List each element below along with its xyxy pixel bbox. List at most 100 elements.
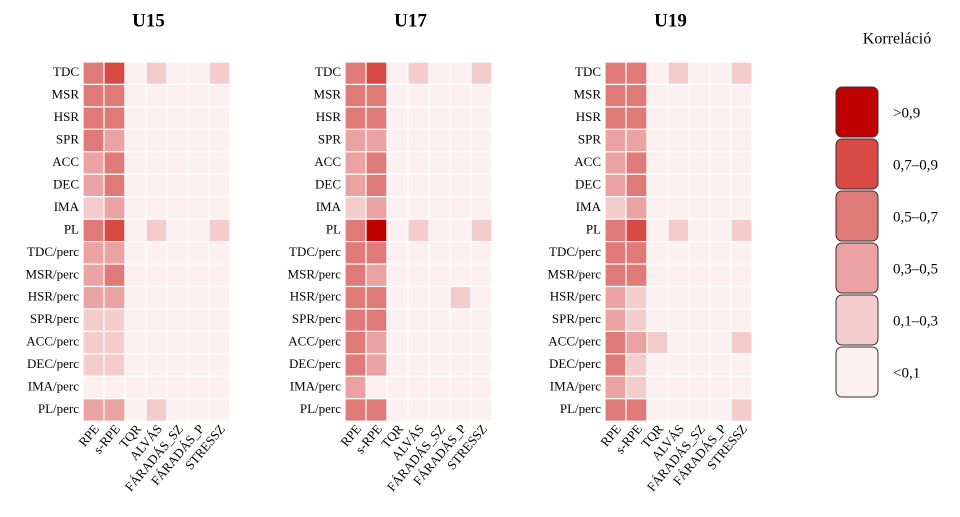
cell [449, 128, 472, 153]
cell [688, 353, 711, 377]
cell [208, 285, 231, 310]
cell [103, 330, 126, 355]
cell [688, 308, 711, 333]
cell [625, 308, 648, 333]
cell [187, 218, 210, 243]
cell [730, 173, 753, 198]
cell [103, 196, 126, 220]
cell [187, 83, 210, 108]
cell [449, 218, 472, 243]
row-label: TDC [53, 64, 79, 79]
cell [386, 218, 409, 243]
row-label: DEC/perc [27, 356, 79, 371]
cell [407, 375, 430, 400]
cell [124, 151, 147, 175]
cell [730, 196, 753, 220]
cell [344, 128, 367, 153]
cell [428, 173, 451, 198]
cell [625, 173, 648, 198]
cell [470, 398, 493, 422]
cell [187, 398, 210, 422]
cell [449, 353, 472, 377]
cell [386, 241, 409, 265]
cell [145, 308, 168, 333]
cell [386, 106, 409, 130]
cell [407, 285, 430, 310]
cell [166, 285, 189, 310]
row-label: HSR/perc [550, 289, 602, 304]
cell [82, 375, 105, 400]
cell [386, 398, 409, 422]
row-label: IMA/perc [550, 379, 601, 394]
cell [625, 398, 648, 422]
cell [344, 106, 367, 130]
cell [709, 263, 732, 288]
cell [82, 308, 105, 333]
cell [646, 128, 669, 153]
cell [688, 151, 711, 175]
cell [688, 106, 711, 130]
cell [730, 61, 753, 86]
cell [145, 375, 168, 400]
cell [166, 353, 189, 377]
cell [449, 106, 472, 130]
cell [145, 196, 168, 220]
cell [365, 83, 388, 108]
row-label: SPR [56, 132, 79, 147]
cell [124, 375, 147, 400]
cell [428, 218, 451, 243]
cell [187, 353, 210, 377]
row-label: ACC [52, 154, 79, 169]
cell [604, 353, 627, 377]
row-label: SPR/perc [552, 311, 601, 326]
cell [407, 218, 430, 243]
row-label: SPR/perc [30, 311, 79, 326]
cell [730, 263, 753, 288]
cell [667, 330, 690, 355]
cell [709, 353, 732, 377]
cell [646, 106, 669, 130]
row-label: HSR [576, 109, 602, 124]
cell [667, 353, 690, 377]
cell [688, 61, 711, 86]
cell [428, 241, 451, 265]
cell [709, 106, 732, 130]
cell [470, 308, 493, 333]
row-label: DEC [53, 176, 79, 191]
row-label: IMA [316, 199, 342, 214]
cell [365, 196, 388, 220]
cell [646, 83, 669, 108]
cell [604, 285, 627, 310]
row-label: IMA [54, 199, 80, 214]
cell [709, 61, 732, 86]
cell [365, 308, 388, 333]
cell [187, 196, 210, 220]
cell [187, 128, 210, 153]
cell [646, 173, 669, 198]
cell [386, 263, 409, 288]
row-label: MSR [574, 87, 602, 102]
cell [449, 83, 472, 108]
cell [344, 83, 367, 108]
cell [730, 128, 753, 153]
cell [407, 398, 430, 422]
cell [82, 398, 105, 422]
cell [82, 263, 105, 288]
cell [470, 173, 493, 198]
cell [386, 128, 409, 153]
cell [386, 83, 409, 108]
cell [428, 83, 451, 108]
cell [625, 263, 648, 288]
row-label: PL [586, 221, 601, 236]
legend-swatch [835, 138, 879, 190]
row-label: DEC [315, 176, 341, 191]
row-label: TDC/perc [549, 244, 601, 259]
cell [124, 330, 147, 355]
cell [449, 151, 472, 175]
cell [344, 285, 367, 310]
cell [166, 151, 189, 175]
cell [730, 285, 753, 310]
cell [386, 353, 409, 377]
